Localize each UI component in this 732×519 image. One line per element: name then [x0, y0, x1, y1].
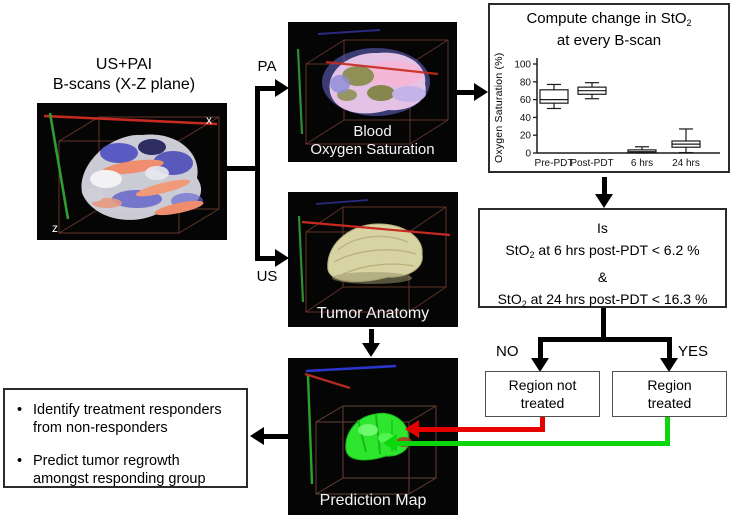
- green-path-horizontal: [397, 441, 670, 446]
- us-arrowhead-icon: [275, 249, 289, 267]
- axis-z-label: z: [52, 221, 58, 235]
- connector-pa-line: [255, 86, 277, 91]
- connector-blood-to-compute: [457, 90, 477, 95]
- us-branch-label: US: [256, 268, 278, 285]
- connector-yes-branch: [667, 337, 672, 360]
- region-treated-line2: treated: [647, 395, 692, 411]
- red-path-vertical: [540, 417, 545, 432]
- axis-x-label: x: [206, 113, 212, 127]
- summary-bullet-1: Identify treatment responders from non-r…: [17, 401, 236, 437]
- us-pai-volume-render: [43, 112, 220, 234]
- blood-oxygen-caption: Blood Oxygen Saturation: [288, 123, 457, 159]
- pa-branch-label: PA: [257, 58, 277, 75]
- decision-line1: Is: [597, 220, 608, 236]
- region-not-treated-line2: treated: [520, 395, 565, 411]
- chart-y-axis-label: Oxygen Saturation (%): [493, 52, 505, 163]
- tumor-anatomy-render: [297, 199, 451, 313]
- green-arrowhead-icon: [383, 434, 397, 452]
- us-pai-volume-image: x z: [37, 103, 227, 240]
- compute-title: Compute change in StO2 at every B-scan: [490, 10, 728, 50]
- summary-bullet-2: Predict tumor regrowth amongst respondin…: [17, 452, 236, 488]
- svg-text:100: 100: [514, 60, 531, 71]
- decision-line3: &: [597, 269, 608, 285]
- connector-decision-tbar: [538, 337, 672, 342]
- green-path-vertical: [665, 417, 670, 446]
- red-arrowhead-icon: [405, 420, 419, 438]
- compute-panel: Compute change in StO2 at every B-scan O…: [488, 3, 730, 173]
- anatomy-to-prediction-arrowhead-icon: [362, 343, 380, 357]
- tumor-anatomy-image: Tumor Anatomy: [288, 192, 458, 327]
- connector-compute-to-decision: [602, 177, 607, 196]
- svg-text:60: 60: [520, 95, 532, 106]
- connector-anatomy-to-prediction: [369, 329, 374, 345]
- connector-us-line: [255, 256, 277, 261]
- no-branch-arrowhead-icon: [531, 358, 549, 372]
- tumor-anatomy-caption: Tumor Anatomy: [316, 305, 430, 322]
- prediction-map-image: Prediction Map: [288, 358, 458, 515]
- connector-decision-stem: [601, 308, 606, 342]
- compute-title-line1: Compute change in StO2: [526, 10, 692, 28]
- blood-oxygen-render: [296, 29, 449, 145]
- pa-arrowhead-icon: [275, 79, 289, 97]
- region-not-treated-box: Region not treated: [485, 371, 600, 417]
- no-label: NO: [496, 343, 519, 360]
- yes-label: YES: [678, 343, 709, 360]
- decision-line4: StO2 at 24 hrs post-PDT < 16.3 %: [497, 291, 708, 309]
- svg-text:6 hrs: 6 hrs: [631, 158, 653, 169]
- source-title: US+PAI B-scans (X-Z plane): [14, 55, 234, 95]
- summary-box: Identify treatment responders from non-r…: [3, 388, 248, 488]
- region-treated-line1: Region: [647, 377, 692, 393]
- svg-text:0: 0: [525, 149, 531, 160]
- blood-oxygen-image: Blood Oxygen Saturation: [288, 22, 457, 162]
- decision-line2: StO2 at 6 hrs post-PDT < 6.2 %: [505, 242, 700, 260]
- blood-caption-line1: Blood: [353, 123, 392, 140]
- svg-text:80: 80: [520, 77, 532, 88]
- source-title-line2: B-scans (X-Z plane): [52, 76, 196, 93]
- source-title-line1: US+PAI: [95, 56, 153, 73]
- red-path-horizontal: [419, 427, 545, 432]
- connector-split-vertical: [255, 86, 260, 261]
- blood-to-compute-arrowhead-icon: [474, 83, 488, 101]
- connector-prediction-to-summary: [264, 434, 288, 439]
- prediction-to-summary-arrowhead-icon: [250, 427, 264, 445]
- connector-source-split: [227, 166, 259, 171]
- yes-branch-arrowhead-icon: [660, 358, 678, 372]
- region-treated-box: Region treated: [612, 371, 727, 417]
- svg-text:40: 40: [520, 113, 532, 124]
- region-not-treated-line1: Region not: [508, 377, 577, 393]
- summary-list: Identify treatment responders from non-r…: [5, 390, 246, 488]
- connector-no-branch: [538, 337, 543, 360]
- decision-box: Is StO2 at 6 hrs post-PDT < 6.2 % & StO2…: [478, 208, 727, 309]
- compute-title-line2: at every B-scan: [556, 32, 662, 49]
- blood-caption-line2: Oxygen Saturation: [310, 141, 435, 158]
- prediction-map-caption: Prediction Map: [319, 492, 427, 509]
- svg-text:Pre-PDT: Pre-PDT: [535, 158, 574, 169]
- svg-text:Post-PDT: Post-PDT: [570, 158, 613, 169]
- compute-to-decision-arrowhead-icon: [595, 194, 613, 208]
- svg-text:24 hrs: 24 hrs: [672, 158, 700, 169]
- svg-text:20: 20: [520, 131, 532, 142]
